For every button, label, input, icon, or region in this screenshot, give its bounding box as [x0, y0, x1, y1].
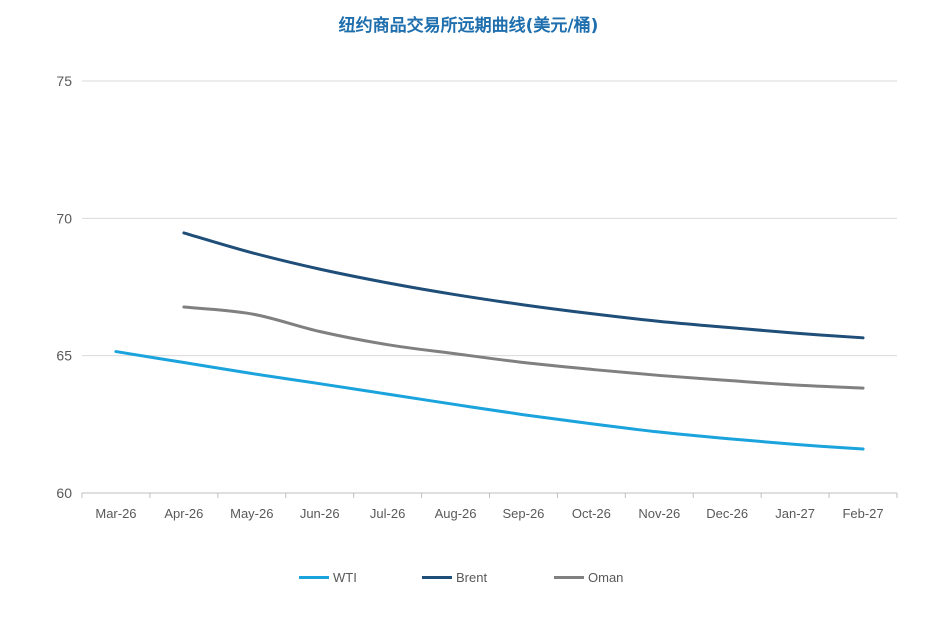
y-tick-label: 70: [56, 210, 72, 226]
x-tick-label: Apr-26: [164, 506, 203, 521]
legend-label-brent: Brent: [456, 570, 488, 585]
x-tick-label: Jun-26: [300, 506, 340, 521]
x-tick-label: May-26: [230, 506, 273, 521]
x-tick-label: Jul-26: [370, 506, 405, 521]
x-tick-label: Sep-26: [502, 506, 544, 521]
chart-title: 纽约商品交易所远期曲线(美元/桶): [338, 16, 599, 36]
series-line-brent: [182, 231, 865, 340]
legend-item-wti: WTI: [299, 570, 357, 585]
series-lines: [114, 231, 865, 451]
legend-swatch-wti: [299, 576, 329, 579]
legend-item-brent: Brent: [422, 570, 487, 585]
legend-swatch-brent: [422, 576, 452, 579]
series-line-oman: [182, 305, 865, 390]
y-tick-label: 75: [56, 73, 72, 89]
x-tick-label: Oct-26: [572, 506, 611, 521]
axes: 60 65 70 75 Mar-26 Apr-26 May-26 Jun-26 Jul-26 Au…: [56, 73, 898, 521]
x-tick-label: Aug-26: [435, 506, 477, 521]
x-tick-label: Dec-26: [706, 506, 748, 521]
y-tick-label: 60: [56, 485, 72, 501]
gridlines: [82, 80, 897, 357]
y-tick-label: 65: [56, 348, 72, 364]
legend-label-oman: Oman: [588, 570, 624, 585]
x-tick-label: Jan-27: [775, 506, 815, 521]
series-line-wti: [114, 350, 865, 451]
legend-label-wti: WTI: [333, 570, 357, 585]
x-tick-label: Nov-26: [638, 506, 680, 521]
legend-swatch-oman: [554, 576, 584, 579]
legend-item-oman: Oman: [554, 570, 623, 585]
legend: WTI Brent Oman: [0, 570, 937, 588]
x-tick-label: Mar-26: [95, 506, 136, 521]
x-tick-label: Feb-27: [842, 506, 883, 521]
